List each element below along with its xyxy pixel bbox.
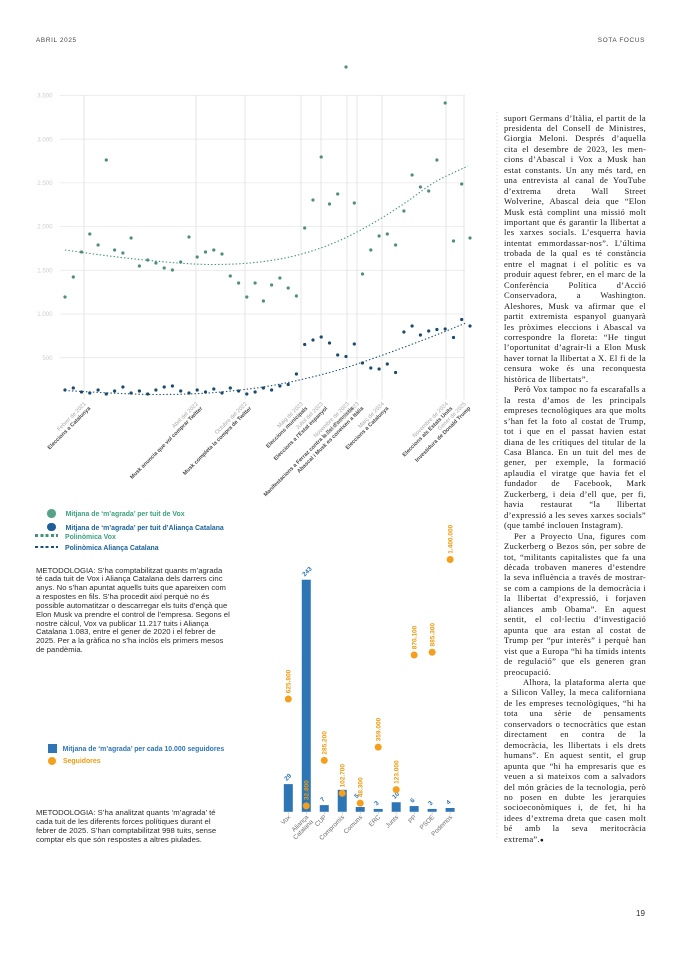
svg-text:1.000: 1.000 — [37, 311, 53, 318]
svg-text:6: 6 — [409, 797, 417, 805]
svg-text:625.800: 625.800 — [286, 669, 293, 693]
svg-text:2.000: 2.000 — [37, 224, 53, 231]
svg-text:Comuns: Comuns — [343, 814, 365, 836]
svg-text:ERC: ERC — [368, 814, 383, 829]
svg-text:885.300: 885.300 — [430, 623, 437, 647]
svg-text:10: 10 — [391, 790, 401, 800]
svg-text:123.000: 123.000 — [394, 760, 401, 784]
svg-text:7: 7 — [319, 796, 327, 804]
svg-text:3.500: 3.500 — [37, 93, 53, 100]
svg-text:285.200: 285.200 — [322, 731, 329, 755]
svg-text:3: 3 — [373, 800, 381, 808]
svg-text:102.700: 102.700 — [340, 764, 347, 788]
svg-text:359.000: 359.000 — [376, 717, 383, 741]
svg-text:32.800: 32.800 — [304, 780, 311, 800]
svg-text:Junts: Junts — [384, 814, 400, 830]
svg-text:870.100: 870.100 — [412, 625, 419, 649]
svg-text:1.400.000: 1.400.000 — [448, 524, 455, 553]
svg-text:3: 3 — [427, 800, 435, 808]
svg-text:CUP: CUP — [314, 814, 328, 828]
svg-text:29: 29 — [283, 772, 293, 782]
svg-text:PP: PP — [407, 814, 418, 825]
svg-text:5: 5 — [353, 792, 361, 800]
svg-text:Vox: Vox — [280, 813, 293, 826]
svg-text:48.300: 48.300 — [358, 777, 365, 797]
svg-text:3.000: 3.000 — [37, 136, 53, 143]
svg-text:1.500: 1.500 — [37, 267, 53, 274]
svg-text:243: 243 — [301, 565, 314, 578]
svg-text:Eleccions a Catalunya: Eleccions a Catalunya — [47, 405, 93, 451]
svg-text:4: 4 — [445, 799, 453, 807]
svg-text:500: 500 — [42, 355, 53, 362]
svg-text:2.500: 2.500 — [37, 180, 53, 187]
